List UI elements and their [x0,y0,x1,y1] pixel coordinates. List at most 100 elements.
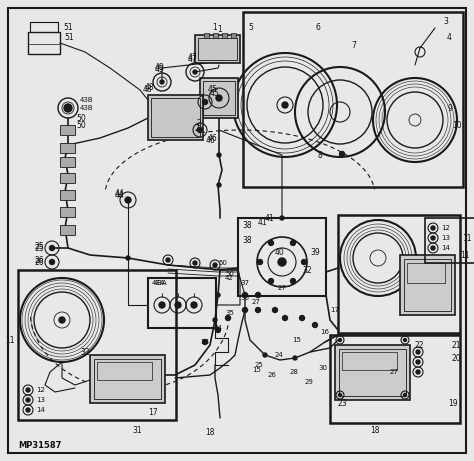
Circle shape [216,95,222,101]
Circle shape [338,338,341,342]
Circle shape [283,315,288,320]
Bar [148,95,203,140]
Text: 43A: 43A [152,280,165,286]
Text: 50: 50 [225,271,234,277]
Text: 50: 50 [218,260,227,266]
Bar [151,98,200,137]
Text: 35: 35 [225,310,234,316]
Circle shape [312,323,318,327]
Circle shape [193,70,197,74]
Bar [335,345,410,400]
Circle shape [300,315,304,320]
Bar [60,157,75,167]
Circle shape [193,261,197,265]
Text: 48: 48 [145,83,155,93]
Text: 13: 13 [36,397,45,403]
Circle shape [159,302,165,308]
Text: 8: 8 [318,150,323,160]
Circle shape [263,353,267,357]
Circle shape [416,350,420,354]
Text: 17: 17 [330,307,339,313]
Circle shape [278,258,286,266]
Circle shape [26,408,30,412]
Circle shape [26,388,30,392]
Text: 34: 34 [213,325,222,331]
Text: 3: 3 [443,18,448,26]
Text: 12: 12 [36,387,45,393]
Text: 19: 19 [448,398,457,408]
Text: 41: 41 [258,218,268,226]
Text: 10: 10 [452,120,462,130]
Text: 43B: 43B [80,105,94,111]
Text: 48: 48 [143,84,153,94]
Circle shape [431,226,435,230]
Bar [204,33,209,38]
Text: 25: 25 [35,243,45,253]
Text: 13: 13 [441,235,450,241]
Bar [60,143,75,153]
Text: 29: 29 [305,379,314,385]
Circle shape [125,197,131,203]
Bar [60,190,75,200]
Bar [90,355,165,403]
Text: 51: 51 [64,34,73,42]
Bar [407,263,445,283]
Circle shape [416,360,420,364]
Bar [425,218,474,263]
Circle shape [226,315,230,320]
Circle shape [59,317,65,323]
Text: 6: 6 [316,24,321,32]
Bar [243,12,463,187]
Circle shape [416,370,420,374]
Bar [28,32,60,54]
Text: 45: 45 [208,85,218,95]
Text: 27: 27 [278,285,287,291]
Circle shape [166,258,170,262]
Circle shape [339,152,345,156]
Text: 45: 45 [210,89,220,97]
Text: 23: 23 [338,398,347,408]
Circle shape [217,153,221,157]
Circle shape [268,241,273,245]
Bar [203,81,235,115]
Circle shape [217,183,221,187]
Bar [200,78,238,118]
Bar [400,255,455,315]
Circle shape [273,307,277,313]
Circle shape [268,278,273,284]
Bar [198,38,237,60]
Circle shape [213,318,217,322]
Bar [213,33,218,38]
Bar [60,207,75,217]
Circle shape [403,394,407,396]
Text: 16: 16 [320,329,329,335]
Circle shape [49,246,55,250]
Text: 30: 30 [318,365,327,371]
Bar [222,33,227,38]
Circle shape [257,260,263,265]
Bar [338,215,460,333]
Text: 1: 1 [217,25,222,35]
Text: 26: 26 [268,372,277,378]
Bar [231,33,236,38]
Text: 38: 38 [242,220,252,230]
Text: 38: 38 [242,236,252,244]
Text: 5: 5 [248,24,253,32]
Text: 27: 27 [390,369,399,375]
Text: 12: 12 [441,225,450,231]
Text: 4: 4 [447,34,452,42]
Circle shape [216,327,220,332]
Text: 42: 42 [225,275,234,281]
Text: 15: 15 [252,367,261,373]
Text: 44: 44 [115,190,125,200]
Text: 9: 9 [448,104,453,112]
Circle shape [255,292,261,297]
Text: 28: 28 [290,369,299,375]
Circle shape [431,236,435,240]
Circle shape [291,241,295,245]
Text: 26: 26 [35,258,45,266]
Circle shape [213,263,217,267]
Circle shape [216,293,220,297]
Circle shape [160,80,164,84]
Text: 14: 14 [441,245,450,251]
